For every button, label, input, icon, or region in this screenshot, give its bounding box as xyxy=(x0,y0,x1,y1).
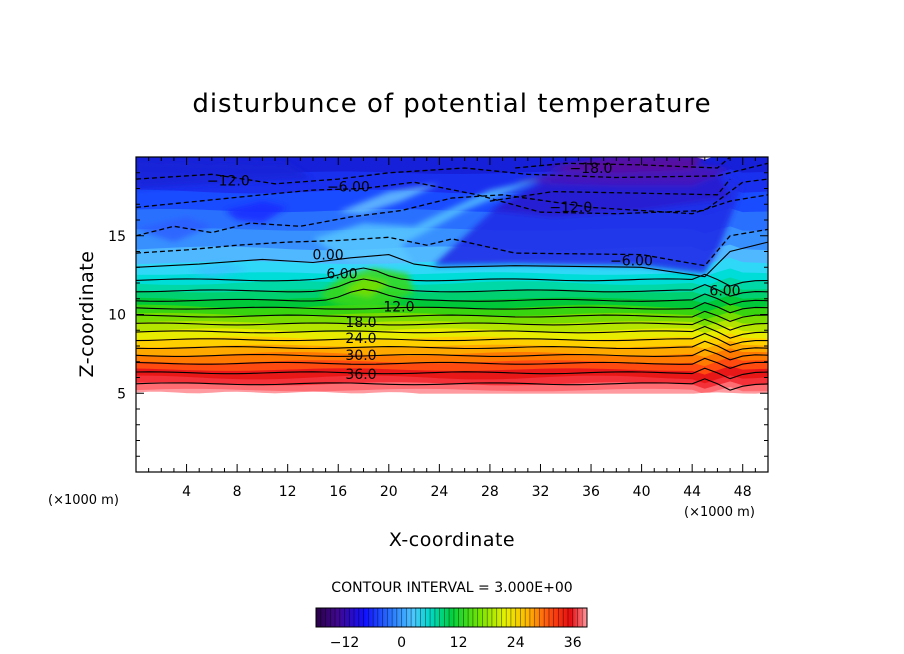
x-unit-right: (×1000 m) xyxy=(684,505,755,520)
contour-line-s12 xyxy=(136,267,768,287)
contour-lines xyxy=(136,157,768,391)
colorbar-tick-label-1: 0 xyxy=(397,635,406,651)
band-0 xyxy=(136,387,768,395)
contour-label-8: 12.0 xyxy=(383,299,414,315)
contour-line-s4 xyxy=(136,340,768,353)
contour-label-3: −12.0 xyxy=(549,200,592,216)
anomaly-patch-5 xyxy=(338,183,440,214)
contour-line-n5 xyxy=(515,157,731,169)
x-unit-left: (×1000 m) xyxy=(48,493,119,508)
anomaly-patch-6 xyxy=(224,201,288,224)
x-tick-label-8: 8 xyxy=(233,484,242,500)
contour-line-n3 xyxy=(136,178,768,215)
anomaly-patch-8 xyxy=(136,216,212,243)
x-tick-label-16: 16 xyxy=(329,484,347,500)
x-tick-label-40: 40 xyxy=(633,484,651,500)
contour-label-10: 24.0 xyxy=(345,331,376,347)
contour-line-s7 xyxy=(136,318,768,331)
colorbar-tick-label-4: 36 xyxy=(564,635,582,651)
temperature-field xyxy=(136,157,768,472)
x-tick-label-4: 4 xyxy=(182,484,191,500)
anomaly-patch-7 xyxy=(136,160,313,189)
contour-line-zero xyxy=(136,241,768,278)
x-tick-label-36: 36 xyxy=(582,484,600,500)
contour-line-n1 xyxy=(136,228,768,267)
contour-line-s0 xyxy=(136,378,768,391)
x-axis-ticks: 4 8 12 16 20 24 28 32 36 40 44 48 xyxy=(148,157,756,500)
contour-label-12: 36.0 xyxy=(345,367,376,383)
contour-label-4: 0.00 xyxy=(313,247,344,263)
contour-label-2: −6.00 xyxy=(327,180,370,196)
anomaly-patch-4 xyxy=(313,179,541,265)
contour-label-11: 30.0 xyxy=(345,348,376,364)
contour-label-6: 6.00 xyxy=(326,266,357,282)
contour-line-s2 xyxy=(136,357,768,369)
y-axis-label: Z-coordinate xyxy=(76,251,98,378)
colorbar-divisions xyxy=(320,608,583,627)
x-tick-label-12: 12 xyxy=(279,484,297,500)
contour-line-s10 xyxy=(136,288,768,306)
contour-label-7: 6.00 xyxy=(709,284,740,300)
contour-labels: −18.0 −12.0 −6.00 −12.0 0.00 −6.00 6.00 6.00 12.… xyxy=(207,161,741,383)
contour-label-1: −12.0 xyxy=(207,173,250,189)
y-tick-label-5: 5 xyxy=(117,386,126,402)
contour-label-5: −6.00 xyxy=(610,254,653,270)
contour-line-s8 xyxy=(136,310,768,322)
x-tick-label-20: 20 xyxy=(380,484,398,500)
contour-line-n6 xyxy=(489,178,731,202)
colorbar-tick-label-2: 12 xyxy=(450,635,468,651)
colorbar-frame xyxy=(315,607,588,628)
anomaly-patch-9 xyxy=(186,262,250,277)
x-axis-label: X-coordinate xyxy=(389,529,515,551)
colorbar-gradient xyxy=(316,608,587,627)
y-tick-label-10: 10 xyxy=(108,308,126,324)
y-tick-label-15: 15 xyxy=(108,229,126,245)
contour-line-s5 xyxy=(136,332,768,346)
colorbar-tick-label-3: 24 xyxy=(507,635,525,651)
anomaly-patches xyxy=(136,157,743,312)
x-tick-label-24: 24 xyxy=(430,484,448,500)
x-tick-label-48: 48 xyxy=(734,484,752,500)
contour-line-s6 xyxy=(136,325,768,339)
x-tick-label-32: 32 xyxy=(532,484,550,500)
y-axis-ticks: 5 10 15 xyxy=(108,172,768,457)
colorbar-ticks: −12 0 12 24 36 xyxy=(330,635,582,651)
contour-line-s9 xyxy=(136,302,768,314)
x-tick-label-44: 44 xyxy=(683,484,701,500)
x-tick-label-28: 28 xyxy=(481,484,499,500)
contour-label-0: −18.0 xyxy=(570,161,613,177)
colorbar-tick-label-0: −12 xyxy=(330,635,360,651)
contour-line-n2 xyxy=(136,194,768,237)
contour-label-9: 18.0 xyxy=(345,315,376,331)
contour-interval-text: CONTOUR INTERVAL = 3.000E+00 xyxy=(331,580,572,596)
contour-line-s1 xyxy=(136,367,768,380)
colorbar: −12 0 12 24 36 xyxy=(315,607,588,651)
contour-line-n4 xyxy=(136,162,768,185)
band-below-domain xyxy=(136,391,768,472)
contour-line-s3 xyxy=(136,349,768,361)
contour-line-s11 xyxy=(136,278,768,297)
chart-title: disturbunce of potential temperature xyxy=(192,89,711,119)
